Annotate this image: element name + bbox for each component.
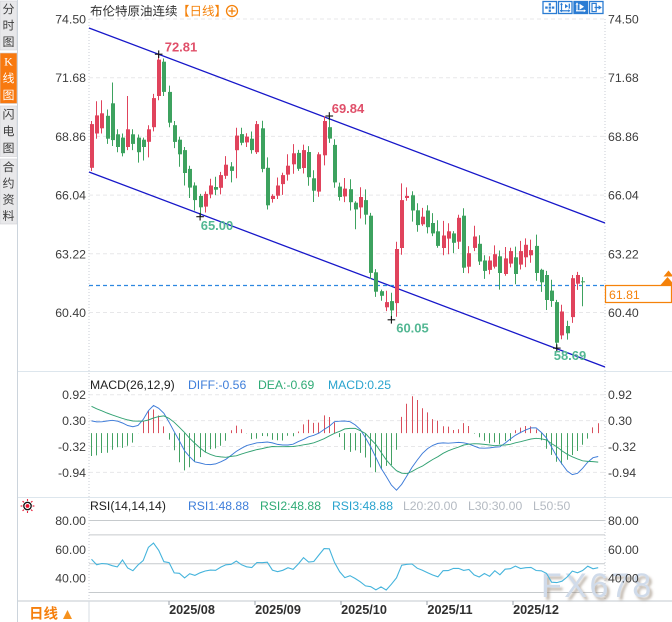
svg-text:FX678: FX678 — [541, 567, 654, 605]
svg-text:K: K — [4, 55, 13, 69]
svg-text:-0.32: -0.32 — [608, 440, 636, 454]
svg-text:60.00: 60.00 — [608, 543, 639, 557]
svg-text:L50:50: L50:50 — [533, 499, 570, 513]
svg-text:40.00: 40.00 — [608, 572, 639, 586]
svg-text:60.40: 60.40 — [608, 306, 639, 320]
svg-text:58.69: 58.69 — [554, 348, 587, 363]
svg-text:L20:20.00: L20:20.00 — [403, 499, 457, 513]
svg-text:74.50: 74.50 — [608, 13, 639, 27]
svg-text:69.84: 69.84 — [332, 101, 365, 116]
svg-text:0.30: 0.30 — [62, 414, 86, 428]
svg-text:71.68: 71.68 — [55, 71, 86, 85]
svg-text:2025/11: 2025/11 — [427, 603, 472, 617]
svg-text:MACD(26,12,9): MACD(26,12,9) — [90, 378, 175, 392]
svg-text:63.22: 63.22 — [608, 247, 639, 261]
svg-text:71.68: 71.68 — [608, 71, 639, 85]
svg-text:MACD:0.25: MACD:0.25 — [328, 378, 391, 392]
svg-text:66.04: 66.04 — [608, 189, 639, 203]
svg-text:DEA:-0.69: DEA:-0.69 — [258, 378, 314, 392]
svg-text:DIFF:-0.56: DIFF:-0.56 — [188, 378, 246, 392]
svg-text:-0.32: -0.32 — [58, 440, 86, 454]
svg-text:60.40: 60.40 — [55, 306, 86, 320]
svg-text:63.22: 63.22 — [55, 247, 86, 261]
svg-text:61.81: 61.81 — [609, 288, 640, 302]
svg-text:60.00: 60.00 — [55, 543, 86, 557]
svg-text:68.86: 68.86 — [608, 130, 639, 144]
svg-text:80.00: 80.00 — [55, 514, 86, 528]
svg-text:RSI1:48.88: RSI1:48.88 — [188, 499, 249, 513]
svg-text:2025/12: 2025/12 — [513, 603, 559, 617]
svg-text:74.50: 74.50 — [55, 13, 86, 27]
svg-text:60.05: 60.05 — [396, 321, 429, 336]
svg-text:80.00: 80.00 — [608, 514, 639, 528]
svg-text:2025/10: 2025/10 — [341, 603, 387, 617]
svg-text:0.92: 0.92 — [608, 388, 632, 402]
svg-text:0.30: 0.30 — [608, 414, 632, 428]
svg-text:RSI3:48.88: RSI3:48.88 — [332, 499, 393, 513]
svg-text:2025/08: 2025/08 — [169, 603, 215, 617]
svg-text:-0.94: -0.94 — [58, 466, 86, 480]
svg-text:RSI(14,14,14): RSI(14,14,14) — [90, 499, 166, 513]
svg-text:65.00: 65.00 — [201, 218, 234, 233]
svg-text:L30:30.00: L30:30.00 — [468, 499, 522, 513]
svg-text:2025/09: 2025/09 — [255, 603, 301, 617]
svg-text:40.00: 40.00 — [55, 572, 86, 586]
svg-text:RSI2:48.88: RSI2:48.88 — [260, 499, 321, 513]
svg-text:68.86: 68.86 — [55, 130, 86, 144]
svg-text:66.04: 66.04 — [55, 189, 86, 203]
svg-text:-0.94: -0.94 — [608, 466, 636, 480]
svg-text:0.92: 0.92 — [62, 388, 86, 402]
svg-text:72.81: 72.81 — [165, 40, 198, 55]
